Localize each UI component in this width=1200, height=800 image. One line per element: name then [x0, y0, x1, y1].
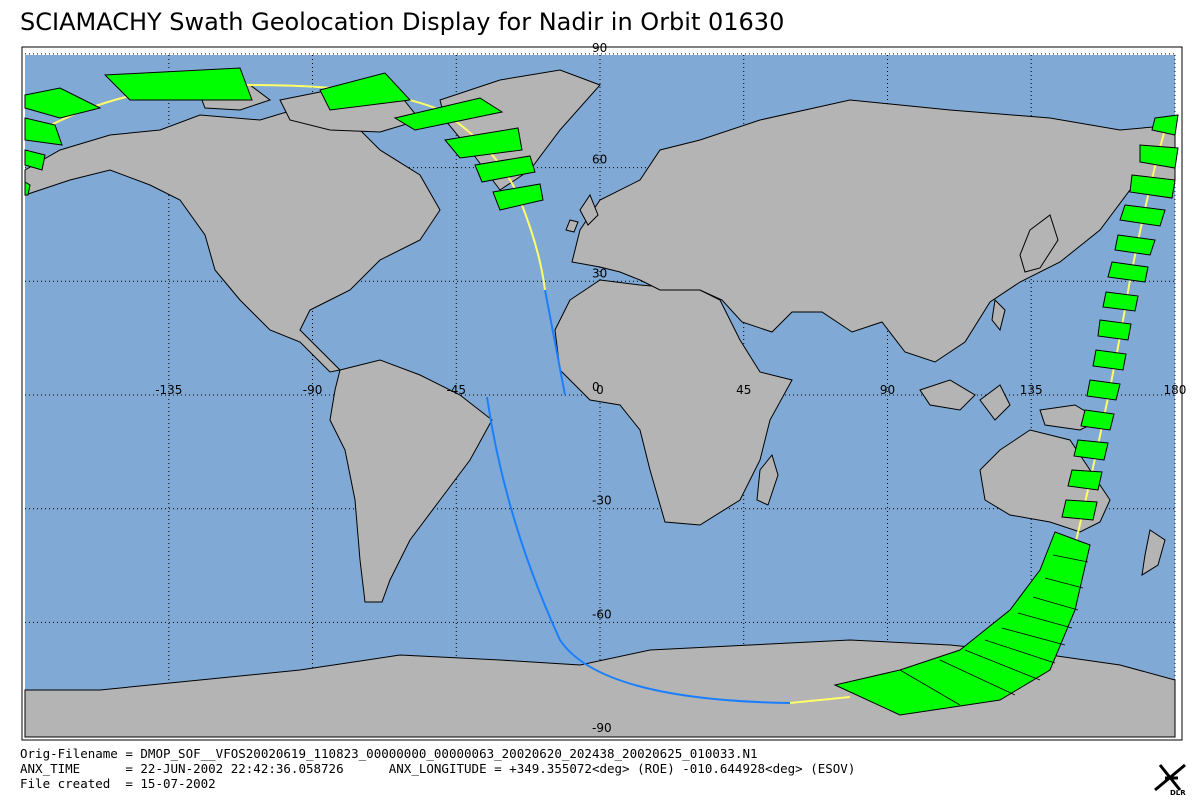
- lon-label: 90: [880, 383, 895, 397]
- lon-label: -45: [446, 383, 466, 397]
- lat-label: 90: [592, 41, 607, 55]
- lon-label: 135: [1020, 383, 1043, 397]
- lon-label: -90: [303, 383, 323, 397]
- logo: DLR: [1154, 763, 1186, 797]
- land: [24, 69, 1176, 738]
- footer-line: File created = 15-07-2002: [20, 776, 216, 791]
- footer-line: ANX_TIME = 22-JUN-2002 22:42:36.058726 A…: [20, 761, 855, 776]
- footer-line: Orig-Filename = DMOP_SOF__VFOS20020619_1…: [20, 746, 758, 761]
- grid-labels: 90 60 30 0 -30 -60 -90 -135 -90 -45 0 45 90 135 180: [155, 41, 1186, 735]
- lat-label: -90: [592, 721, 612, 735]
- logo-text: DLR: [1170, 789, 1186, 797]
- title: SCIAMACHY Swath Geolocation Display for …: [20, 8, 784, 36]
- lon-label: 45: [736, 383, 751, 397]
- lat-label: -30: [592, 494, 612, 508]
- lon-label: 0: [596, 383, 604, 397]
- lon-label: 180: [1163, 383, 1186, 397]
- lat-label: -60: [592, 607, 612, 621]
- swaths: [24, 67, 1179, 716]
- lon-label: -135: [155, 383, 182, 397]
- lat-label: 0: [592, 380, 600, 394]
- lat-label: 30: [592, 266, 607, 280]
- lat-label: 60: [592, 153, 607, 167]
